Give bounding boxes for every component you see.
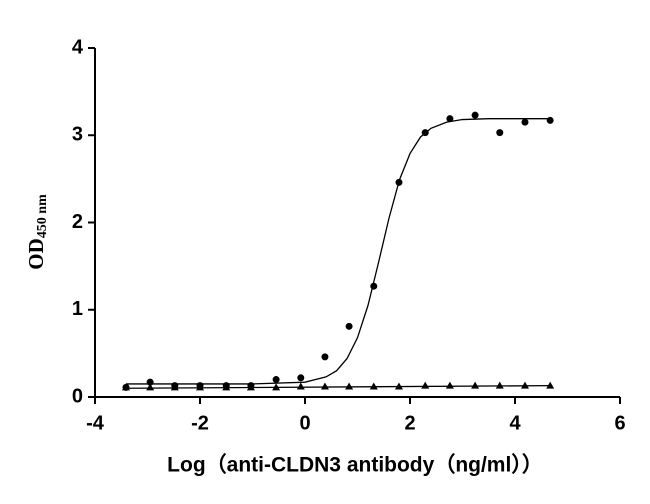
data-point bbox=[496, 129, 504, 137]
y-tick-label: 4 bbox=[72, 36, 84, 58]
x-tick-label: 6 bbox=[614, 412, 625, 434]
y-tick-label: 1 bbox=[72, 298, 83, 320]
data-point bbox=[471, 381, 480, 389]
data-point bbox=[321, 353, 329, 361]
y-tick-label: 3 bbox=[72, 124, 83, 146]
fit-curve bbox=[125, 118, 551, 385]
data-point bbox=[546, 381, 555, 389]
y-tick-label: 2 bbox=[72, 211, 83, 233]
data-point bbox=[546, 116, 554, 124]
data-point bbox=[520, 381, 529, 389]
data-point bbox=[196, 383, 204, 391]
data-point bbox=[495, 381, 504, 389]
data-point bbox=[521, 118, 529, 126]
data-point bbox=[471, 111, 479, 119]
y-axis-title: OD450 nm bbox=[24, 194, 50, 270]
data-point bbox=[446, 115, 454, 123]
data-point bbox=[445, 381, 454, 389]
x-tick-label: -2 bbox=[191, 412, 209, 434]
y-tick-label: 0 bbox=[72, 385, 83, 407]
data-point bbox=[421, 381, 430, 389]
data-point bbox=[170, 383, 179, 391]
data-point bbox=[345, 382, 354, 390]
data-point bbox=[297, 374, 305, 382]
x-tick-label: 2 bbox=[404, 412, 415, 434]
data-point bbox=[320, 382, 329, 390]
y-axis-title-main: OD bbox=[24, 238, 48, 270]
data-point bbox=[345, 322, 353, 330]
data-point bbox=[296, 382, 305, 390]
data-point bbox=[369, 382, 378, 390]
x-tick-label: -4 bbox=[86, 412, 105, 434]
data-point bbox=[222, 383, 231, 391]
data-point bbox=[272, 376, 280, 384]
x-axis-title: Log（anti-CLDN3 antibody（ng/ml）） bbox=[167, 453, 543, 477]
fit-curve bbox=[125, 385, 551, 389]
x-tick-label: 0 bbox=[299, 412, 310, 434]
x-tick-label: 4 bbox=[509, 412, 521, 434]
y-axis-title-subscript: 450 nm bbox=[35, 194, 50, 238]
